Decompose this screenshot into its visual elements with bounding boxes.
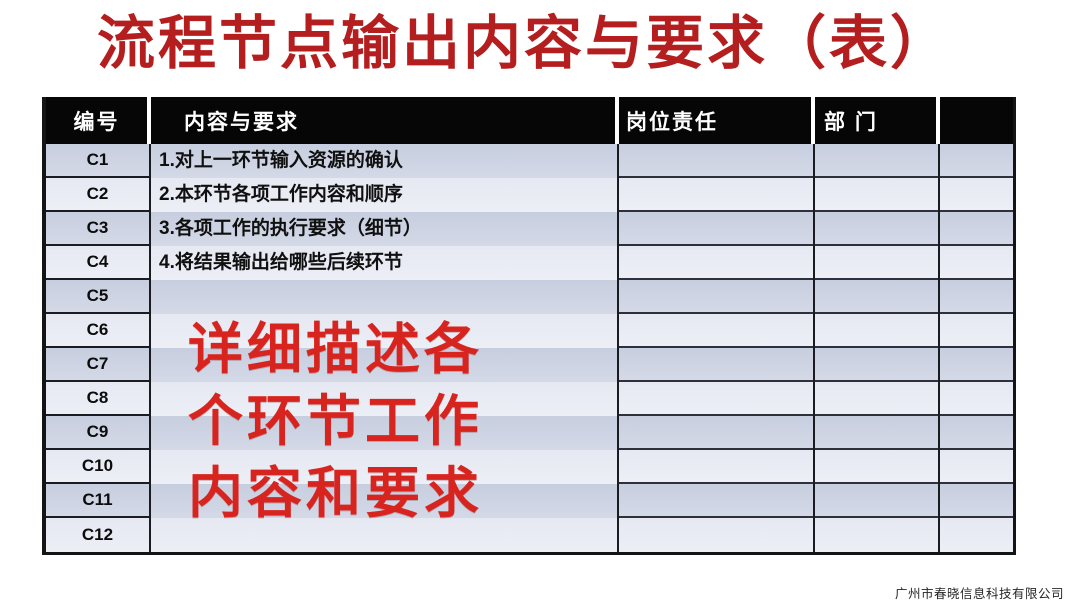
dept-cell xyxy=(815,280,938,314)
row-content-cell: 1.对上一环节输入资源的确认 xyxy=(151,144,617,178)
row-id-cell: C6 xyxy=(46,314,149,348)
extra-cell xyxy=(940,382,1013,416)
red-annotation-line: 详细描述各 xyxy=(188,319,484,380)
dept-cell xyxy=(815,314,938,348)
dept-cell xyxy=(815,450,938,484)
row-content-cell: 4.将结果输出给哪些后续环节 xyxy=(151,246,617,280)
dept-cell xyxy=(815,246,938,280)
row-id-cell: C1 xyxy=(46,144,149,178)
duty-cell xyxy=(619,246,813,280)
extra-cell xyxy=(940,450,1013,484)
dept-cell xyxy=(815,518,938,552)
extra-cell xyxy=(940,416,1013,450)
duty-cell xyxy=(619,314,813,348)
duty-cell xyxy=(619,144,813,178)
column-extra xyxy=(940,144,1013,552)
extra-cell xyxy=(940,348,1013,382)
header-cell-extra xyxy=(940,97,1013,144)
column-number: C1 C2 C3 C4 C5 C6 C7 C8 C9 C10 C11 C12 xyxy=(46,144,151,552)
red-annotation-line: 内容和要求 xyxy=(188,463,484,524)
row-content-cell xyxy=(151,314,617,348)
row-id-cell: C4 xyxy=(46,246,149,280)
duty-cell xyxy=(619,484,813,518)
row-id-cell: C9 xyxy=(46,416,149,450)
table-header-row: 编号 内容与要求 岗位责任 部 门 xyxy=(46,97,1013,144)
duty-cell xyxy=(619,416,813,450)
row-content-cell: 2.本环节各项工作内容和顺序 xyxy=(151,178,617,212)
duty-cell xyxy=(619,212,813,246)
page-title: 流程节点输出内容与要求（表） xyxy=(96,11,951,76)
header-cell-duty: 岗位责任 xyxy=(619,97,815,144)
row-content-cell xyxy=(151,484,617,518)
column-content: 1.对上一环节输入资源的确认 2.本环节各项工作内容和顺序 3.各项工作的执行要求（… xyxy=(151,144,619,552)
dept-cell xyxy=(815,382,938,416)
extra-cell xyxy=(940,518,1013,552)
dept-cell xyxy=(815,484,938,518)
row-content-cell xyxy=(151,416,617,450)
red-annotation-line: 个环节工作 xyxy=(188,391,484,452)
extra-cell xyxy=(940,212,1013,246)
row-content-cell xyxy=(151,382,617,416)
extra-cell xyxy=(940,280,1013,314)
duty-cell xyxy=(619,518,813,552)
duty-cell xyxy=(619,450,813,484)
dept-cell xyxy=(815,416,938,450)
duty-cell xyxy=(619,382,813,416)
row-content-cell: 3.各项工作的执行要求（细节） xyxy=(151,212,617,246)
duty-cell xyxy=(619,348,813,382)
extra-cell xyxy=(940,314,1013,348)
header-cell-number: 编号 xyxy=(46,97,151,144)
header-cell-department: 部 门 xyxy=(815,97,940,144)
row-id-cell: C7 xyxy=(46,348,149,382)
row-id-cell: C3 xyxy=(46,212,149,246)
row-id-cell: C10 xyxy=(46,450,149,484)
dept-cell xyxy=(815,348,938,382)
column-department xyxy=(815,144,940,552)
extra-cell xyxy=(940,484,1013,518)
extra-cell xyxy=(940,246,1013,280)
dept-cell xyxy=(815,212,938,246)
row-id-cell: C5 xyxy=(46,280,149,314)
row-content-cell xyxy=(151,450,617,484)
process-output-table: 编号 内容与要求 岗位责任 部 门 C1 C2 C3 C4 C5 C6 C7 C8 C9 C10 C… xyxy=(42,97,1016,555)
dept-cell xyxy=(815,178,938,212)
row-id-cell: C2 xyxy=(46,178,149,212)
row-id-cell: C12 xyxy=(46,518,149,552)
table-body: C1 C2 C3 C4 C5 C6 C7 C8 C9 C10 C11 C12 1.对上一环节输入资源的… xyxy=(46,144,1013,552)
dept-cell xyxy=(815,144,938,178)
extra-cell xyxy=(940,144,1013,178)
extra-cell xyxy=(940,178,1013,212)
header-cell-content: 内容与要求 xyxy=(151,97,619,144)
company-watermark: 广州市春晓信息科技有限公司 xyxy=(894,587,1064,601)
row-content-cell xyxy=(151,348,617,382)
row-content-cell xyxy=(151,280,617,314)
row-id-cell: C11 xyxy=(46,484,149,518)
red-annotation: 详细描述各 个环节工作 内容和要求 xyxy=(188,314,483,530)
row-content-cell xyxy=(151,518,617,552)
duty-cell xyxy=(619,280,813,314)
column-duty xyxy=(619,144,815,552)
row-id-cell: C8 xyxy=(46,382,149,416)
duty-cell xyxy=(619,178,813,212)
